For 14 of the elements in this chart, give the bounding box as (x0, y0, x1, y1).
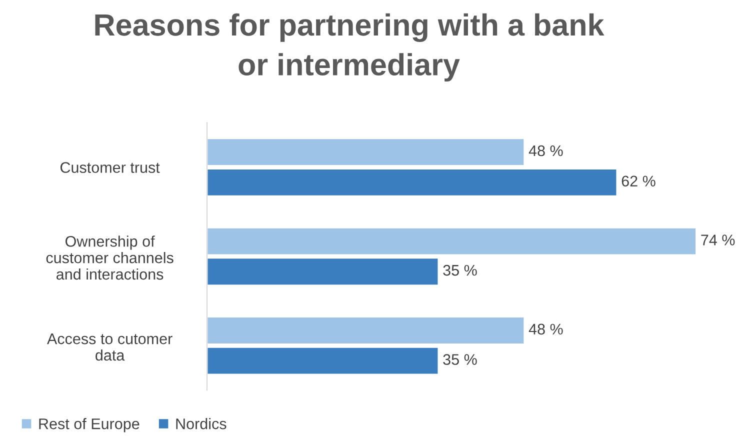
y-tick-label: Ownership of customer channels and interactions (46, 236, 174, 280)
bar (207, 257, 440, 286)
data-label: 74 % (701, 234, 735, 246)
data-label: 48 % (528, 145, 563, 156)
data-label: 35 % (443, 264, 477, 276)
data-label: 62 % (622, 176, 656, 187)
bar (207, 226, 697, 256)
data-label: 48 % (528, 324, 563, 335)
y-tick-label: Customer trust (60, 162, 160, 173)
data-label: 35 % (443, 354, 477, 365)
legend-label: Rest of Europe (39, 418, 140, 432)
chart-title: Reasons for partnering with a bank or intermediary (95, 13, 604, 82)
legend-label: Nordics (176, 418, 226, 430)
y-tick-label: Access to cutomer data (47, 334, 172, 361)
